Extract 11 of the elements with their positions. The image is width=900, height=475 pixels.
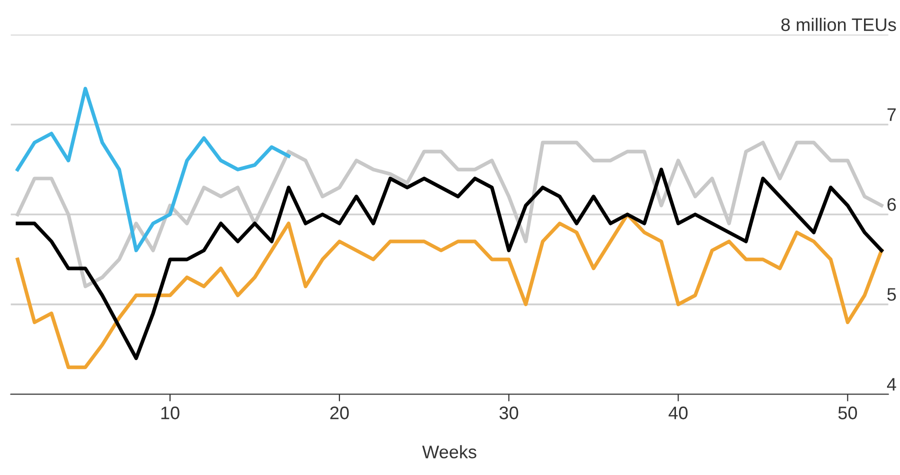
y-tick-label: 5 — [887, 288, 896, 301]
x-tick-label: 20 — [330, 406, 349, 420]
y-tick-label: 7 — [888, 108, 896, 121]
x-tick-label: 30 — [499, 406, 518, 420]
x-axis-title: Weeks — [422, 445, 476, 458]
y-tick-label: 8 million TEUs — [781, 18, 896, 32]
y-tick-label: 4 — [887, 378, 896, 391]
x-tick-label: 50 — [838, 406, 857, 420]
x-tick-label: 40 — [668, 406, 688, 420]
x-tick-label: 10 — [161, 406, 180, 420]
y-tick-label: 6 — [888, 198, 896, 211]
